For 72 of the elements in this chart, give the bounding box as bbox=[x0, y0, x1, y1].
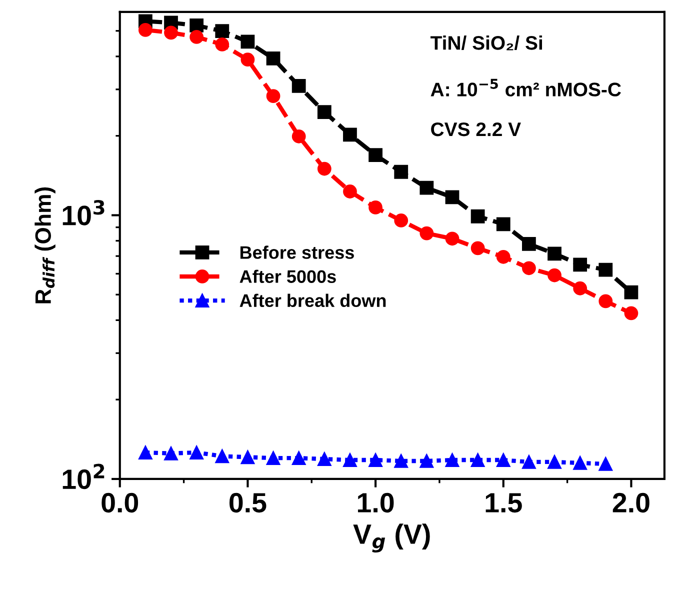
point bbox=[522, 455, 536, 469]
x-axis-title: V$_{g}$ (V) bbox=[353, 524, 430, 552]
point bbox=[292, 451, 306, 466]
point bbox=[548, 268, 562, 282]
annotation: A: 10$^{−5}$ cm² nMOS-C bbox=[430, 78, 621, 96]
point bbox=[240, 450, 255, 464]
legend-label: After break down bbox=[240, 294, 386, 308]
x-tick-label: 0.0 bbox=[102, 492, 138, 513]
x-tick-label: 0.5 bbox=[230, 492, 266, 513]
point bbox=[292, 129, 306, 144]
point bbox=[317, 162, 332, 176]
point bbox=[420, 180, 434, 195]
point bbox=[215, 449, 230, 464]
annotation: CVS 2.2 V bbox=[431, 122, 521, 136]
point bbox=[522, 261, 536, 276]
point bbox=[368, 200, 382, 214]
point bbox=[215, 24, 230, 38]
point bbox=[164, 26, 178, 40]
point bbox=[598, 294, 613, 308]
point bbox=[394, 454, 408, 468]
point bbox=[598, 457, 613, 471]
point bbox=[138, 23, 152, 37]
point bbox=[343, 453, 357, 467]
point bbox=[240, 52, 255, 67]
legend-label: After 5000s bbox=[240, 270, 336, 283]
legend-label: Before stress bbox=[240, 246, 354, 259]
point bbox=[240, 34, 255, 49]
point bbox=[522, 237, 536, 251]
point bbox=[470, 209, 485, 224]
x-tick-label: 1.0 bbox=[358, 492, 394, 513]
annotation: TiN/ SiO₂/ Si bbox=[430, 36, 542, 50]
point bbox=[420, 454, 434, 468]
point bbox=[573, 258, 588, 272]
x-tick-label: 1.5 bbox=[486, 493, 522, 513]
y-axis-title: R$_{diff}$ (Ohm) bbox=[34, 187, 56, 304]
point bbox=[548, 246, 562, 261]
point bbox=[573, 456, 588, 470]
point bbox=[190, 446, 204, 460]
x-tick-label: 2.0 bbox=[612, 492, 650, 513]
point bbox=[138, 446, 152, 460]
point bbox=[573, 281, 588, 296]
point bbox=[190, 30, 204, 44]
point bbox=[215, 38, 230, 52]
point bbox=[394, 214, 408, 228]
point bbox=[548, 455, 562, 469]
y-tick-label: 10$^{3}$ bbox=[62, 200, 104, 226]
point bbox=[445, 232, 460, 246]
point bbox=[266, 451, 280, 466]
point bbox=[317, 452, 332, 466]
point bbox=[343, 184, 357, 198]
point bbox=[496, 217, 510, 232]
point bbox=[420, 226, 434, 240]
point bbox=[266, 52, 280, 66]
point bbox=[164, 446, 178, 460]
point bbox=[624, 306, 638, 320]
point bbox=[394, 164, 408, 179]
point bbox=[368, 453, 382, 467]
point bbox=[470, 241, 485, 256]
point bbox=[266, 89, 280, 103]
point bbox=[470, 453, 485, 467]
point bbox=[190, 18, 204, 32]
point bbox=[445, 190, 460, 204]
y-tick-label: 10$^{2}$ bbox=[62, 464, 104, 490]
point bbox=[496, 453, 510, 467]
point bbox=[598, 262, 613, 277]
point bbox=[496, 250, 510, 264]
point bbox=[292, 79, 306, 93]
point bbox=[445, 453, 460, 467]
point bbox=[343, 128, 357, 142]
point bbox=[624, 285, 638, 300]
point bbox=[317, 105, 332, 120]
point bbox=[368, 148, 382, 162]
